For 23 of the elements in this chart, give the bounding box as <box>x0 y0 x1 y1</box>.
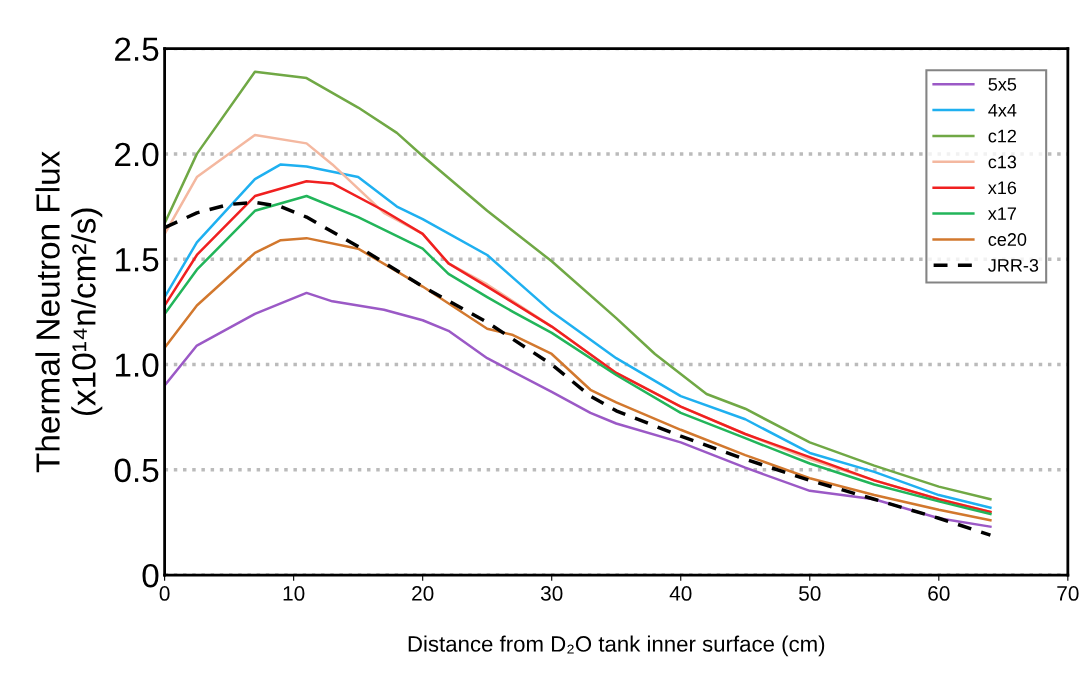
legend-label: x16 <box>987 181 1017 195</box>
y-tick-label: 0.5 <box>114 458 159 483</box>
legend-label: JRR-3 <box>988 258 1039 272</box>
y-tick-label: 1.0 <box>115 353 159 377</box>
x-tick-label: 30 <box>540 586 563 601</box>
x-tick-label: 0 <box>159 586 170 601</box>
x-tick-label: 20 <box>412 586 434 601</box>
y-tick-label: 2.5 <box>115 37 159 62</box>
y-tick-label: 1.5 <box>115 248 159 272</box>
y-tick-label: 2.0 <box>115 142 159 167</box>
x-tick-label: 40 <box>669 586 692 601</box>
x-tick-label: 50 <box>799 586 821 601</box>
y-axis-title: Thermal Neutron Flux (x10¹⁴n/cm²/s) <box>35 151 103 473</box>
x-tick-label: 60 <box>928 586 950 601</box>
legend-label: x17 <box>987 207 1016 220</box>
x-axis-title: Distance from D₂O tank inner surface (cm) <box>408 635 825 657</box>
legend-label: c12 <box>988 129 1016 143</box>
x-tick-label: 10 <box>283 586 305 601</box>
legend-label: 5x5 <box>988 78 1017 91</box>
legend-label: c13 <box>988 155 1017 169</box>
x-tick-label: 70 <box>1057 586 1079 601</box>
legend-label: ce20 <box>988 233 1027 246</box>
legend-label: 4x4 <box>988 104 1017 117</box>
